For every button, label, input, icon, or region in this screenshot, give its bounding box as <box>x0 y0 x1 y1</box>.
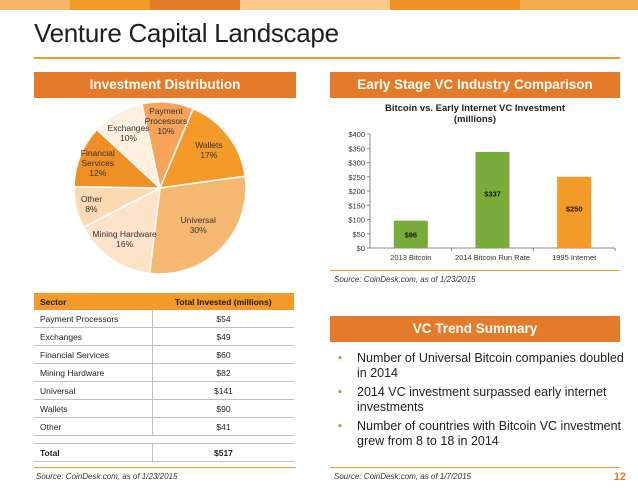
pie-slice-label: Wallets 17% <box>195 140 223 161</box>
spacer-cell <box>34 435 153 444</box>
bar-chart: $0 $50 $100 $150 $200 $250 $300 $350 $400 2013 Bi… <box>348 130 616 262</box>
sector-name-cell: Payment Processors <box>34 310 153 328</box>
pie-slice-label: Universal 30% <box>180 215 216 236</box>
summary-bullet: ▪ Number of Universal Bitcoin companies d… <box>336 351 626 381</box>
summary-bullet: ▪ 2014 VC investment surpassed early inte… <box>336 385 626 415</box>
bullet-square-icon: ▪ <box>338 352 342 364</box>
bar-chart-title: Bitcoin vs. Early Internet VC Investment… <box>330 103 620 125</box>
table-row: Wallets $90 <box>34 399 294 418</box>
bar <box>393 220 428 248</box>
bullet-text: Number of countries with Bitcoin VC inve… <box>357 419 621 448</box>
sector-name-cell: Other <box>34 417 153 436</box>
x-tick-label: 2014 Bitcoin Run Rate <box>455 253 530 262</box>
bar-data-label: $250 <box>566 204 583 213</box>
chart-source: Source: CoinDesk.com, as of 1/23/2015 <box>334 275 476 284</box>
table-header-row: Sector Total Invested (millions) <box>34 293 294 310</box>
y-tick-label: $250 <box>348 173 365 182</box>
bar-chart-title-line: (millions) <box>453 114 497 125</box>
summary-bullet: ▪ Number of countries with Bitcoin VC inv… <box>336 419 626 449</box>
sector-name-cell: Wallets <box>34 399 153 418</box>
sector-value-cell: $82 <box>151 363 294 382</box>
sector-value-cell: $90 <box>151 399 294 418</box>
total-label-cell: Total <box>34 443 153 462</box>
pie-slice <box>95 103 162 191</box>
slide-title: Venture Capital Landscape <box>34 18 339 48</box>
pie-slice-label: Payment Processors 10% <box>144 106 188 137</box>
bullet-text: 2014 VC investment surpassed early inter… <box>357 385 607 414</box>
table-row: Other $41 <box>34 417 294 436</box>
sector-name-cell: Universal <box>34 381 153 400</box>
col-sector-header: Sector <box>34 293 153 310</box>
pie-slice-label: Exchanges 10% <box>107 122 150 143</box>
summary-bullets: ▪ Number of Universal Bitcoin companies d… <box>336 351 626 453</box>
left-source: Source: CoinDesk.com, as of 1/23/2015 <box>36 472 178 481</box>
bullet-square-icon: ▪ <box>338 386 342 398</box>
col-total-header: Total Invested (millions) <box>152 293 294 310</box>
investment-distribution-header: Investment Distribution <box>34 72 296 98</box>
table-row: Exchanges $49 <box>34 327 294 346</box>
summary-source-rule <box>330 467 620 468</box>
bar <box>557 176 592 248</box>
x-tick-label: 1995 Internet <box>552 253 597 262</box>
bar-chart-title-line: Bitcoin vs. Early Internet VC Investment <box>384 103 566 114</box>
spacer-cell <box>152 435 294 444</box>
pie-slice <box>158 107 247 189</box>
table-row: Financial Services $60 <box>34 345 294 364</box>
bullet-text: Number of Universal Bitcoin companies do… <box>357 351 624 380</box>
bullet-square-icon: ▪ <box>338 420 342 432</box>
y-tick-label: $300 <box>348 159 365 168</box>
pie-slice <box>148 175 247 275</box>
top-accent-bar <box>0 0 638 10</box>
bar-data-label: $96 <box>405 231 418 240</box>
table-spacer-row <box>34 435 294 444</box>
page-number: 12 <box>613 471 626 483</box>
y-tick-label: $50 <box>352 230 365 239</box>
y-tick-label: $400 <box>348 130 365 139</box>
bar <box>475 151 510 248</box>
pie-slice-label: Other 8% <box>80 193 103 214</box>
chart-source-rule <box>330 270 620 271</box>
pie-slice <box>82 186 161 275</box>
pie-slice <box>73 128 162 189</box>
y-tick-label: $0 <box>357 244 365 253</box>
sector-value-cell: $54 <box>151 310 294 328</box>
table-row: Universal $141 <box>34 381 294 400</box>
table-row: Payment Processors $54 <box>34 310 294 328</box>
investment-pie-chart: Payment Processors 10% Wallets 17% Univers… <box>0 96 320 282</box>
pie-slice-label: Mining Hardware 16% <box>92 228 157 249</box>
sector-value-cell: $49 <box>151 327 294 346</box>
sector-name-cell: Exchanges <box>34 327 153 346</box>
vc-trend-summary-header: VC Trend Summary <box>330 316 620 342</box>
bar-data-label: $337 <box>484 189 501 198</box>
sector-value-cell: $41 <box>151 417 294 436</box>
sector-value-cell: $141 <box>151 381 294 400</box>
sector-value-cell: $60 <box>151 345 294 364</box>
total-value-cell: $517 <box>151 443 294 462</box>
pie-slice-label: Financial Services 12% <box>80 148 115 179</box>
pie-svg <box>73 101 247 275</box>
sector-name-cell: Mining Hardware <box>34 363 153 382</box>
left-source-rule <box>34 467 296 468</box>
x-tick-label: 2013 Bitcoin <box>390 253 431 262</box>
table-total-row: Total $517 <box>34 443 294 462</box>
table-row: Mining Hardware $82 <box>34 363 294 382</box>
y-tick-label: $150 <box>348 201 365 210</box>
y-tick-label: $100 <box>348 216 365 225</box>
y-tick-label: $350 <box>348 144 365 153</box>
vc-comparison-header: Early Stage VC Industry Comparison <box>330 72 620 98</box>
y-tick-label: $200 <box>348 187 365 196</box>
sector-name-cell: Financial Services <box>34 345 153 364</box>
sector-table: Sector Total Invested (millions) Payment… <box>34 293 294 462</box>
summary-source: Source: CoinDesk.com, as of 1/7/2015 <box>334 472 471 481</box>
title-underline <box>34 57 620 59</box>
